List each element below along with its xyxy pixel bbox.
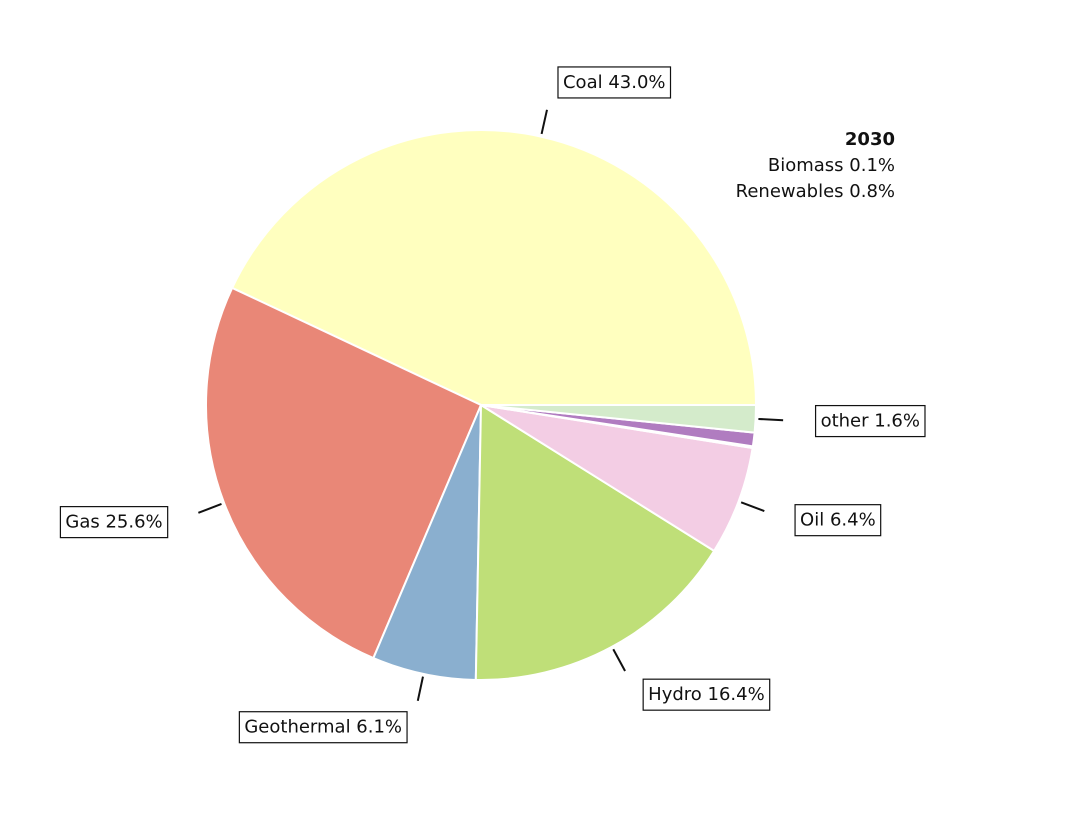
slice-label: other 1.6% (821, 411, 920, 432)
chart-title: 2030 (845, 129, 895, 150)
leader-line (540, 109, 548, 135)
slice-label: Gas 25.6% (65, 512, 162, 533)
slice-label: Hydro 16.4% (648, 684, 765, 705)
slice-label: Coal 43.0% (563, 72, 666, 93)
label-box (557, 66, 672, 99)
label-box (814, 404, 926, 438)
slice-label: Geothermal 6.1% (244, 717, 402, 738)
labels: Coal 43.0% Gas 25.6% Geothermal 6.1% Hydro … (59, 66, 926, 744)
pie-slice (480, 404, 754, 553)
slice-label: Oil 6.4% (800, 510, 876, 531)
note-line: Biomass 0.1% (768, 155, 895, 176)
leader-line (740, 501, 765, 512)
note-line: Renewables 0.8% (736, 181, 895, 202)
pie-slice (480, 404, 758, 434)
label-box (794, 504, 882, 537)
leader-line (198, 503, 222, 514)
label-box (642, 678, 771, 711)
leader-line (612, 648, 626, 672)
label-box (238, 711, 408, 744)
label-box (59, 506, 169, 539)
pie-slice (230, 129, 758, 406)
pie-slice (474, 403, 716, 681)
leader-line (758, 417, 784, 422)
leader-line (416, 676, 424, 702)
